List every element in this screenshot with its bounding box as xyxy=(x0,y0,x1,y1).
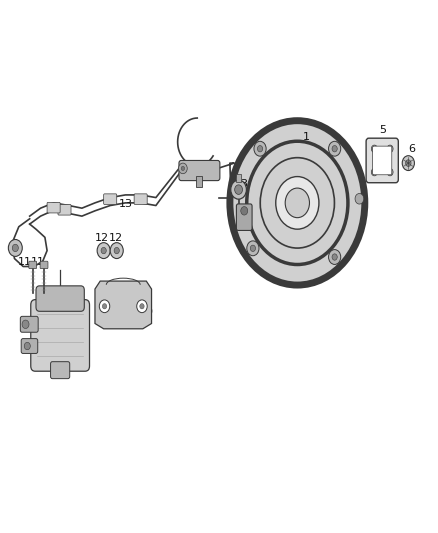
FancyBboxPatch shape xyxy=(104,194,117,205)
FancyBboxPatch shape xyxy=(20,317,38,332)
Text: 12: 12 xyxy=(95,233,110,244)
Text: 10: 10 xyxy=(140,306,154,317)
Text: 12: 12 xyxy=(108,233,123,244)
Circle shape xyxy=(24,342,30,350)
Circle shape xyxy=(402,156,414,171)
FancyBboxPatch shape xyxy=(134,194,147,205)
Text: 2: 2 xyxy=(244,216,251,227)
Circle shape xyxy=(328,141,341,156)
Text: 5: 5 xyxy=(379,125,386,135)
Text: 13: 13 xyxy=(118,199,132,209)
FancyBboxPatch shape xyxy=(58,205,71,215)
Circle shape xyxy=(235,185,243,195)
FancyBboxPatch shape xyxy=(373,146,392,175)
Text: 8: 8 xyxy=(74,349,81,359)
Bar xyxy=(196,176,202,187)
Circle shape xyxy=(101,247,106,254)
Text: 1: 1 xyxy=(303,132,310,142)
Circle shape xyxy=(179,163,187,174)
Circle shape xyxy=(137,300,147,313)
FancyBboxPatch shape xyxy=(47,203,60,213)
Circle shape xyxy=(181,166,185,171)
Circle shape xyxy=(22,320,29,328)
Circle shape xyxy=(12,244,18,252)
Text: 6: 6 xyxy=(408,144,415,154)
FancyBboxPatch shape xyxy=(31,300,89,371)
Circle shape xyxy=(258,146,263,152)
Circle shape xyxy=(241,207,248,215)
Circle shape xyxy=(114,247,119,254)
Text: 11: 11 xyxy=(18,257,32,267)
Text: 4: 4 xyxy=(193,172,200,182)
Circle shape xyxy=(332,146,337,152)
FancyBboxPatch shape xyxy=(237,204,252,230)
Circle shape xyxy=(332,254,337,260)
Text: 3: 3 xyxy=(240,179,247,189)
Circle shape xyxy=(371,168,378,176)
Circle shape xyxy=(99,300,110,313)
Circle shape xyxy=(102,304,107,309)
Circle shape xyxy=(371,145,378,152)
Circle shape xyxy=(387,145,393,152)
FancyBboxPatch shape xyxy=(36,286,84,311)
FancyBboxPatch shape xyxy=(29,261,37,269)
Circle shape xyxy=(97,243,110,259)
Bar xyxy=(236,174,241,182)
Circle shape xyxy=(254,141,266,156)
FancyBboxPatch shape xyxy=(40,261,48,269)
Circle shape xyxy=(355,193,364,204)
Circle shape xyxy=(231,180,247,199)
Circle shape xyxy=(328,249,341,264)
Circle shape xyxy=(406,160,411,166)
FancyBboxPatch shape xyxy=(21,338,38,353)
Circle shape xyxy=(247,241,259,256)
Circle shape xyxy=(229,119,366,287)
FancyBboxPatch shape xyxy=(179,160,220,181)
Circle shape xyxy=(250,245,255,252)
Circle shape xyxy=(140,304,144,309)
Circle shape xyxy=(285,188,310,217)
Text: 7: 7 xyxy=(74,337,81,347)
Circle shape xyxy=(8,239,22,256)
Polygon shape xyxy=(95,281,152,329)
Circle shape xyxy=(276,176,319,229)
Text: 11: 11 xyxy=(31,257,45,267)
FancyBboxPatch shape xyxy=(50,362,70,378)
Circle shape xyxy=(110,243,123,259)
Circle shape xyxy=(387,168,393,176)
FancyBboxPatch shape xyxy=(366,138,398,183)
